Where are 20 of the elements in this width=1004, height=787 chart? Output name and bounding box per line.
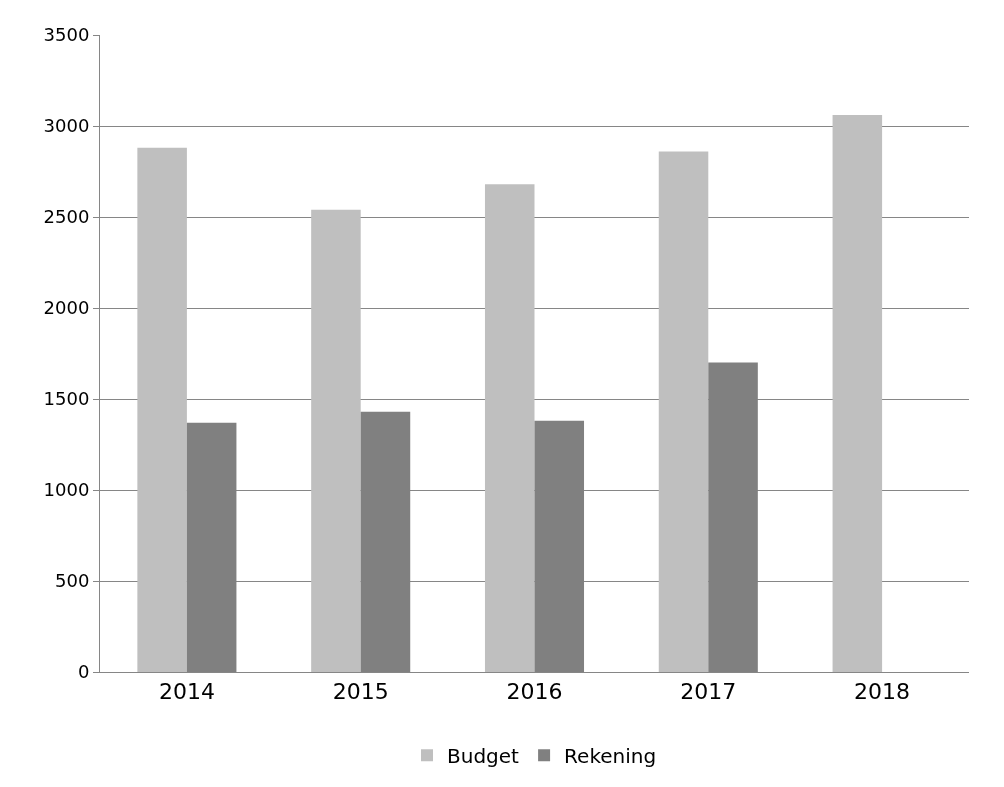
x-tick-label: 2017 bbox=[680, 679, 737, 705]
y-tick-label: 1500 bbox=[43, 388, 90, 410]
legend-label: Rekening bbox=[564, 744, 657, 768]
y-tick-label: 2500 bbox=[43, 206, 90, 228]
bar bbox=[311, 209, 361, 672]
x-tick-label: 2016 bbox=[506, 679, 563, 705]
bar bbox=[658, 151, 709, 672]
bar bbox=[484, 184, 535, 672]
y-tick-label: 3500 bbox=[43, 24, 90, 46]
legend-label: Budget bbox=[447, 744, 520, 768]
y-tick-label: 3000 bbox=[43, 115, 90, 137]
x-tick-label: 2015 bbox=[332, 679, 389, 705]
y-tick-label: 0 bbox=[77, 661, 90, 683]
x-tick-label: 2014 bbox=[158, 679, 215, 705]
y-tick-label: 1000 bbox=[43, 479, 90, 501]
bar bbox=[832, 115, 883, 672]
y-tick-label: 2000 bbox=[43, 297, 90, 319]
x-tick-label: 2018 bbox=[854, 679, 911, 705]
bar bbox=[137, 147, 187, 672]
y-tick-label: 500 bbox=[55, 570, 90, 592]
